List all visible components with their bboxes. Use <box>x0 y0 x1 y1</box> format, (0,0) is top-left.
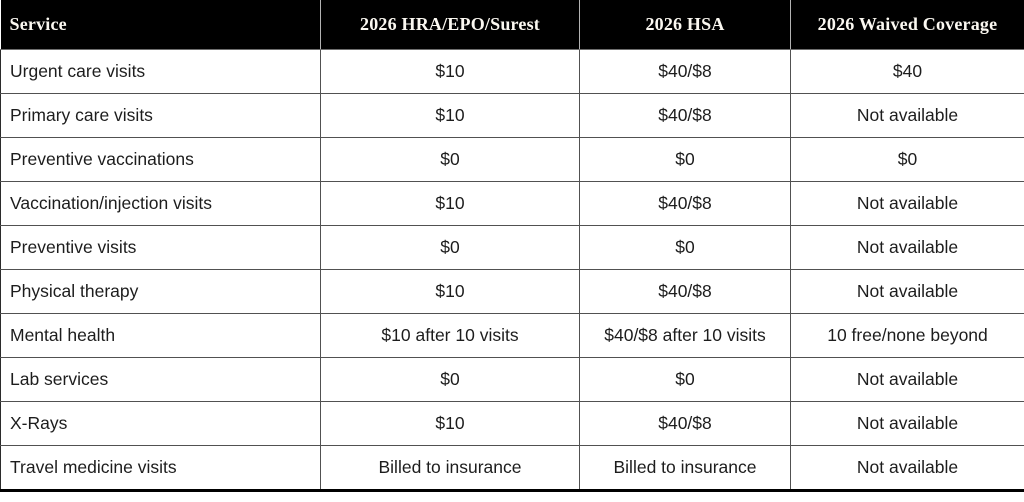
table-row: Primary care visits $10 $40/$8 Not avail… <box>0 93 1024 138</box>
cell-service: Physical therapy <box>0 269 321 314</box>
cell-service: Preventive visits <box>0 225 321 270</box>
cell-hsa: $40/$8 <box>579 269 791 314</box>
cell-hsa: $40/$8 after 10 visits <box>579 313 791 358</box>
cell-hra-epo-surest: $0 <box>320 225 580 270</box>
table-body: Urgent care visits $10 $40/$8 $40 Primar… <box>0 49 1024 492</box>
table-row: Lab services $0 $0 Not available <box>0 357 1024 402</box>
cell-service: Primary care visits <box>0 93 321 138</box>
table-row: Vaccination/injection visits $10 $40/$8 … <box>0 181 1024 226</box>
cell-service: Mental health <box>0 313 321 358</box>
cell-hsa: $40/$8 <box>579 181 791 226</box>
cell-hra-epo-surest: $10 <box>320 49 580 94</box>
cell-service: Preventive vaccinations <box>0 137 321 182</box>
cell-hra-epo-surest: $0 <box>320 357 580 402</box>
cell-hsa: $40/$8 <box>579 93 791 138</box>
cell-waived-coverage: Not available <box>790 401 1024 446</box>
table-row: Mental health $10 after 10 visits $40/$8… <box>0 313 1024 358</box>
cell-service: Vaccination/injection visits <box>0 181 321 226</box>
cell-hra-epo-surest: $10 after 10 visits <box>320 313 580 358</box>
table-row: Preventive visits $0 $0 Not available <box>0 225 1024 270</box>
cell-waived-coverage: Not available <box>790 357 1024 402</box>
cell-waived-coverage: Not available <box>790 93 1024 138</box>
cell-service: Travel medicine visits <box>0 445 321 492</box>
cell-hra-epo-surest: $0 <box>320 137 580 182</box>
column-header-hsa: 2026 HSA <box>579 0 791 50</box>
cell-hsa: $0 <box>579 137 791 182</box>
cell-service: Urgent care visits <box>0 49 321 94</box>
cell-hsa: $0 <box>579 225 791 270</box>
cell-hra-epo-surest: $10 <box>320 269 580 314</box>
table-header-row: Service 2026 HRA/EPO/Surest 2026 HSA 202… <box>0 0 1024 50</box>
cell-hsa: $40/$8 <box>579 401 791 446</box>
cell-waived-coverage: $40 <box>790 49 1024 94</box>
table-row: Travel medicine visits Billed to insuran… <box>0 445 1024 492</box>
cell-hra-epo-surest: $10 <box>320 181 580 226</box>
table-row: Physical therapy $10 $40/$8 Not availabl… <box>0 269 1024 314</box>
cell-waived-coverage: Not available <box>790 225 1024 270</box>
cell-waived-coverage: $0 <box>790 137 1024 182</box>
column-header-service: Service <box>0 0 321 50</box>
table-row: Preventive vaccinations $0 $0 $0 <box>0 137 1024 182</box>
cell-hsa: $0 <box>579 357 791 402</box>
table-row: X-Rays $10 $40/$8 Not available <box>0 401 1024 446</box>
cell-hra-epo-surest: $10 <box>320 93 580 138</box>
cell-waived-coverage: Not available <box>790 445 1024 492</box>
cell-hra-epo-surest: $10 <box>320 401 580 446</box>
table-row: Urgent care visits $10 $40/$8 $40 <box>0 49 1024 94</box>
cell-waived-coverage: Not available <box>790 181 1024 226</box>
cell-service: Lab services <box>0 357 321 402</box>
cell-waived-coverage: 10 free/none beyond <box>790 313 1024 358</box>
column-header-hra-epo-surest: 2026 HRA/EPO/Surest <box>320 0 580 50</box>
cell-hsa: $40/$8 <box>579 49 791 94</box>
cell-service: X-Rays <box>0 401 321 446</box>
cell-waived-coverage: Not available <box>790 269 1024 314</box>
cell-hra-epo-surest: Billed to insurance <box>320 445 580 492</box>
column-header-waived-coverage: 2026 Waived Coverage <box>790 0 1024 50</box>
cell-hsa: Billed to insurance <box>579 445 791 492</box>
